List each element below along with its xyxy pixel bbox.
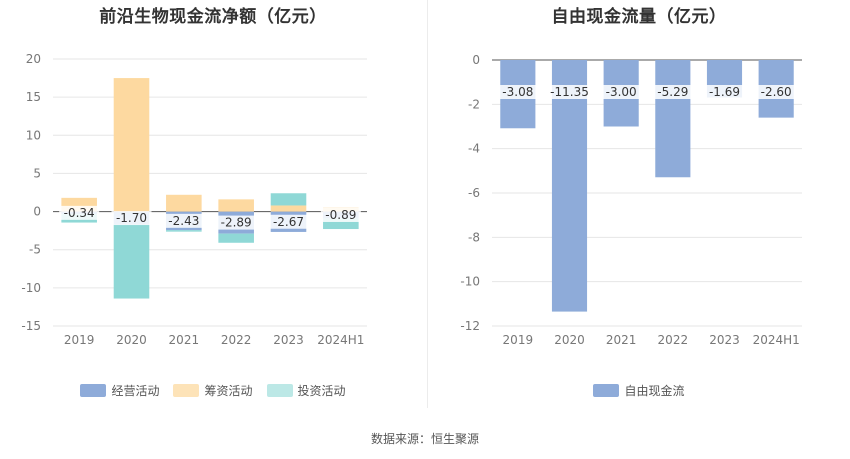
legend-swatch [266, 384, 293, 397]
data-label: -5.29 [657, 85, 688, 99]
legend: 经营活动 筹资活动 投资活动 [0, 382, 426, 399]
y-tick-label: 15 [26, 90, 41, 104]
chart-title: 前沿生物现金流净额（亿元） [99, 7, 327, 27]
legend-item-free-cash-flow[interactable]: 自由现金流 [593, 382, 685, 399]
data-label: -2.43 [168, 214, 199, 228]
data-label: -1.69 [709, 85, 740, 99]
x-tick-label: 2019 [64, 333, 95, 347]
bar-2-2021 [166, 230, 202, 232]
x-tick-label: 2021 [606, 333, 637, 347]
y-tick-label: 10 [26, 128, 41, 142]
x-tick-label: 2024H1 [317, 333, 364, 347]
cash-flow-net-chart: 前沿生物现金流净额（亿元） 20 15 10 5 0 -5 -10 -15 2019 -0.34 2… [0, 0, 426, 420]
data-label: -0.34 [64, 206, 95, 220]
free-cash-flow-chart: 自由现金流量（亿元） 0 -2 -4 -6 -8 -10 -12 2019 -3.08 2020 -… [428, 0, 850, 420]
data-label-bg [497, 85, 538, 99]
legend-item-operating[interactable]: 经营活动 [80, 382, 159, 399]
data-label: -2.60 [761, 85, 792, 99]
data-label-bg [216, 215, 257, 230]
legend-label: 筹资活动 [204, 384, 253, 398]
x-tick-label: 2023 [709, 333, 740, 347]
y-tick-label: 5 [33, 166, 41, 180]
x-tick-label: 2019 [503, 333, 534, 347]
legend: 自由现金流 [428, 382, 850, 399]
legend-label: 投资活动 [297, 384, 346, 398]
bar-0-2022 [655, 60, 691, 178]
bar-2-2023 [270, 193, 307, 206]
data-label-bg [163, 213, 204, 228]
legend-label: 经营活动 [111, 384, 160, 398]
data-label: -2.89 [221, 216, 252, 230]
y-tick-label: -10 [21, 281, 41, 295]
data-label: -0.89 [325, 208, 356, 222]
y-tick-label: -2 [468, 97, 480, 111]
bar-1-2023 [270, 205, 307, 212]
data-label-bg [111, 211, 152, 226]
legend-item-financing[interactable]: 筹资活动 [173, 382, 253, 399]
free-cash-flow-plot: 0 -2 -4 -6 -8 -10 -12 2019 -3.08 2020 -11.35 2021 -3… [460, 53, 802, 347]
data-label-bg [704, 85, 745, 99]
x-tick-label: 2021 [169, 333, 200, 347]
data-label: -3.08 [502, 85, 533, 99]
x-tick-label: 2023 [273, 333, 304, 347]
y-tick-label: -4 [468, 142, 480, 156]
bar-2-2024H1 [323, 218, 359, 230]
legend-swatch [593, 384, 620, 397]
legend-swatch [80, 384, 107, 397]
x-tick-label: 2022 [221, 333, 252, 347]
bar-1-2020 [113, 78, 150, 212]
data-source: 数据来源：恒生聚源 [370, 432, 479, 446]
bar-2-2020 [113, 224, 150, 299]
x-tick-label: 2020 [554, 333, 585, 347]
y-tick-label: -5 [29, 243, 41, 257]
data-label: -11.35 [550, 85, 589, 99]
cash-flow-net-plot: 20 15 10 5 0 -5 -10 -15 2019 -0.34 2020 -1.70 2021 -2… [21, 52, 367, 347]
x-tick-label: 2020 [116, 333, 147, 347]
y-tick-label: -15 [21, 319, 41, 333]
bar-1-2022 [218, 199, 254, 212]
bar-2-2022 [218, 233, 254, 243]
y-tick-label: -12 [460, 319, 480, 333]
x-tick-label: 2024H1 [753, 333, 800, 347]
data-label: -3.00 [606, 85, 637, 99]
legend-swatch [173, 384, 200, 397]
chart-title: 自由现金流量（亿元） [551, 7, 727, 27]
legend-item-investing[interactable]: 投资活动 [266, 382, 346, 399]
y-tick-label: 0 [472, 53, 480, 67]
data-label-bg [601, 85, 642, 99]
y-tick-label: -8 [468, 230, 480, 244]
bar-0-2020 [551, 60, 588, 312]
data-label-bg [545, 85, 594, 99]
y-tick-label: 20 [26, 52, 41, 66]
data-label: -1.70 [116, 211, 147, 225]
data-label-bg [320, 207, 361, 222]
data-label-bg [756, 85, 797, 99]
y-tick-label: -6 [468, 186, 480, 200]
data-label-bg [59, 205, 100, 220]
data-label: -2.67 [273, 215, 304, 229]
x-tick-label: 2022 [658, 333, 689, 347]
bar-1-2021 [166, 194, 202, 212]
legend-label: 自由现金流 [624, 384, 685, 398]
y-tick-label: -10 [460, 275, 480, 289]
data-label-bg [652, 85, 693, 99]
data-label-bg [268, 214, 309, 229]
panel-divider [427, 0, 428, 408]
y-tick-label: 0 [33, 205, 41, 219]
